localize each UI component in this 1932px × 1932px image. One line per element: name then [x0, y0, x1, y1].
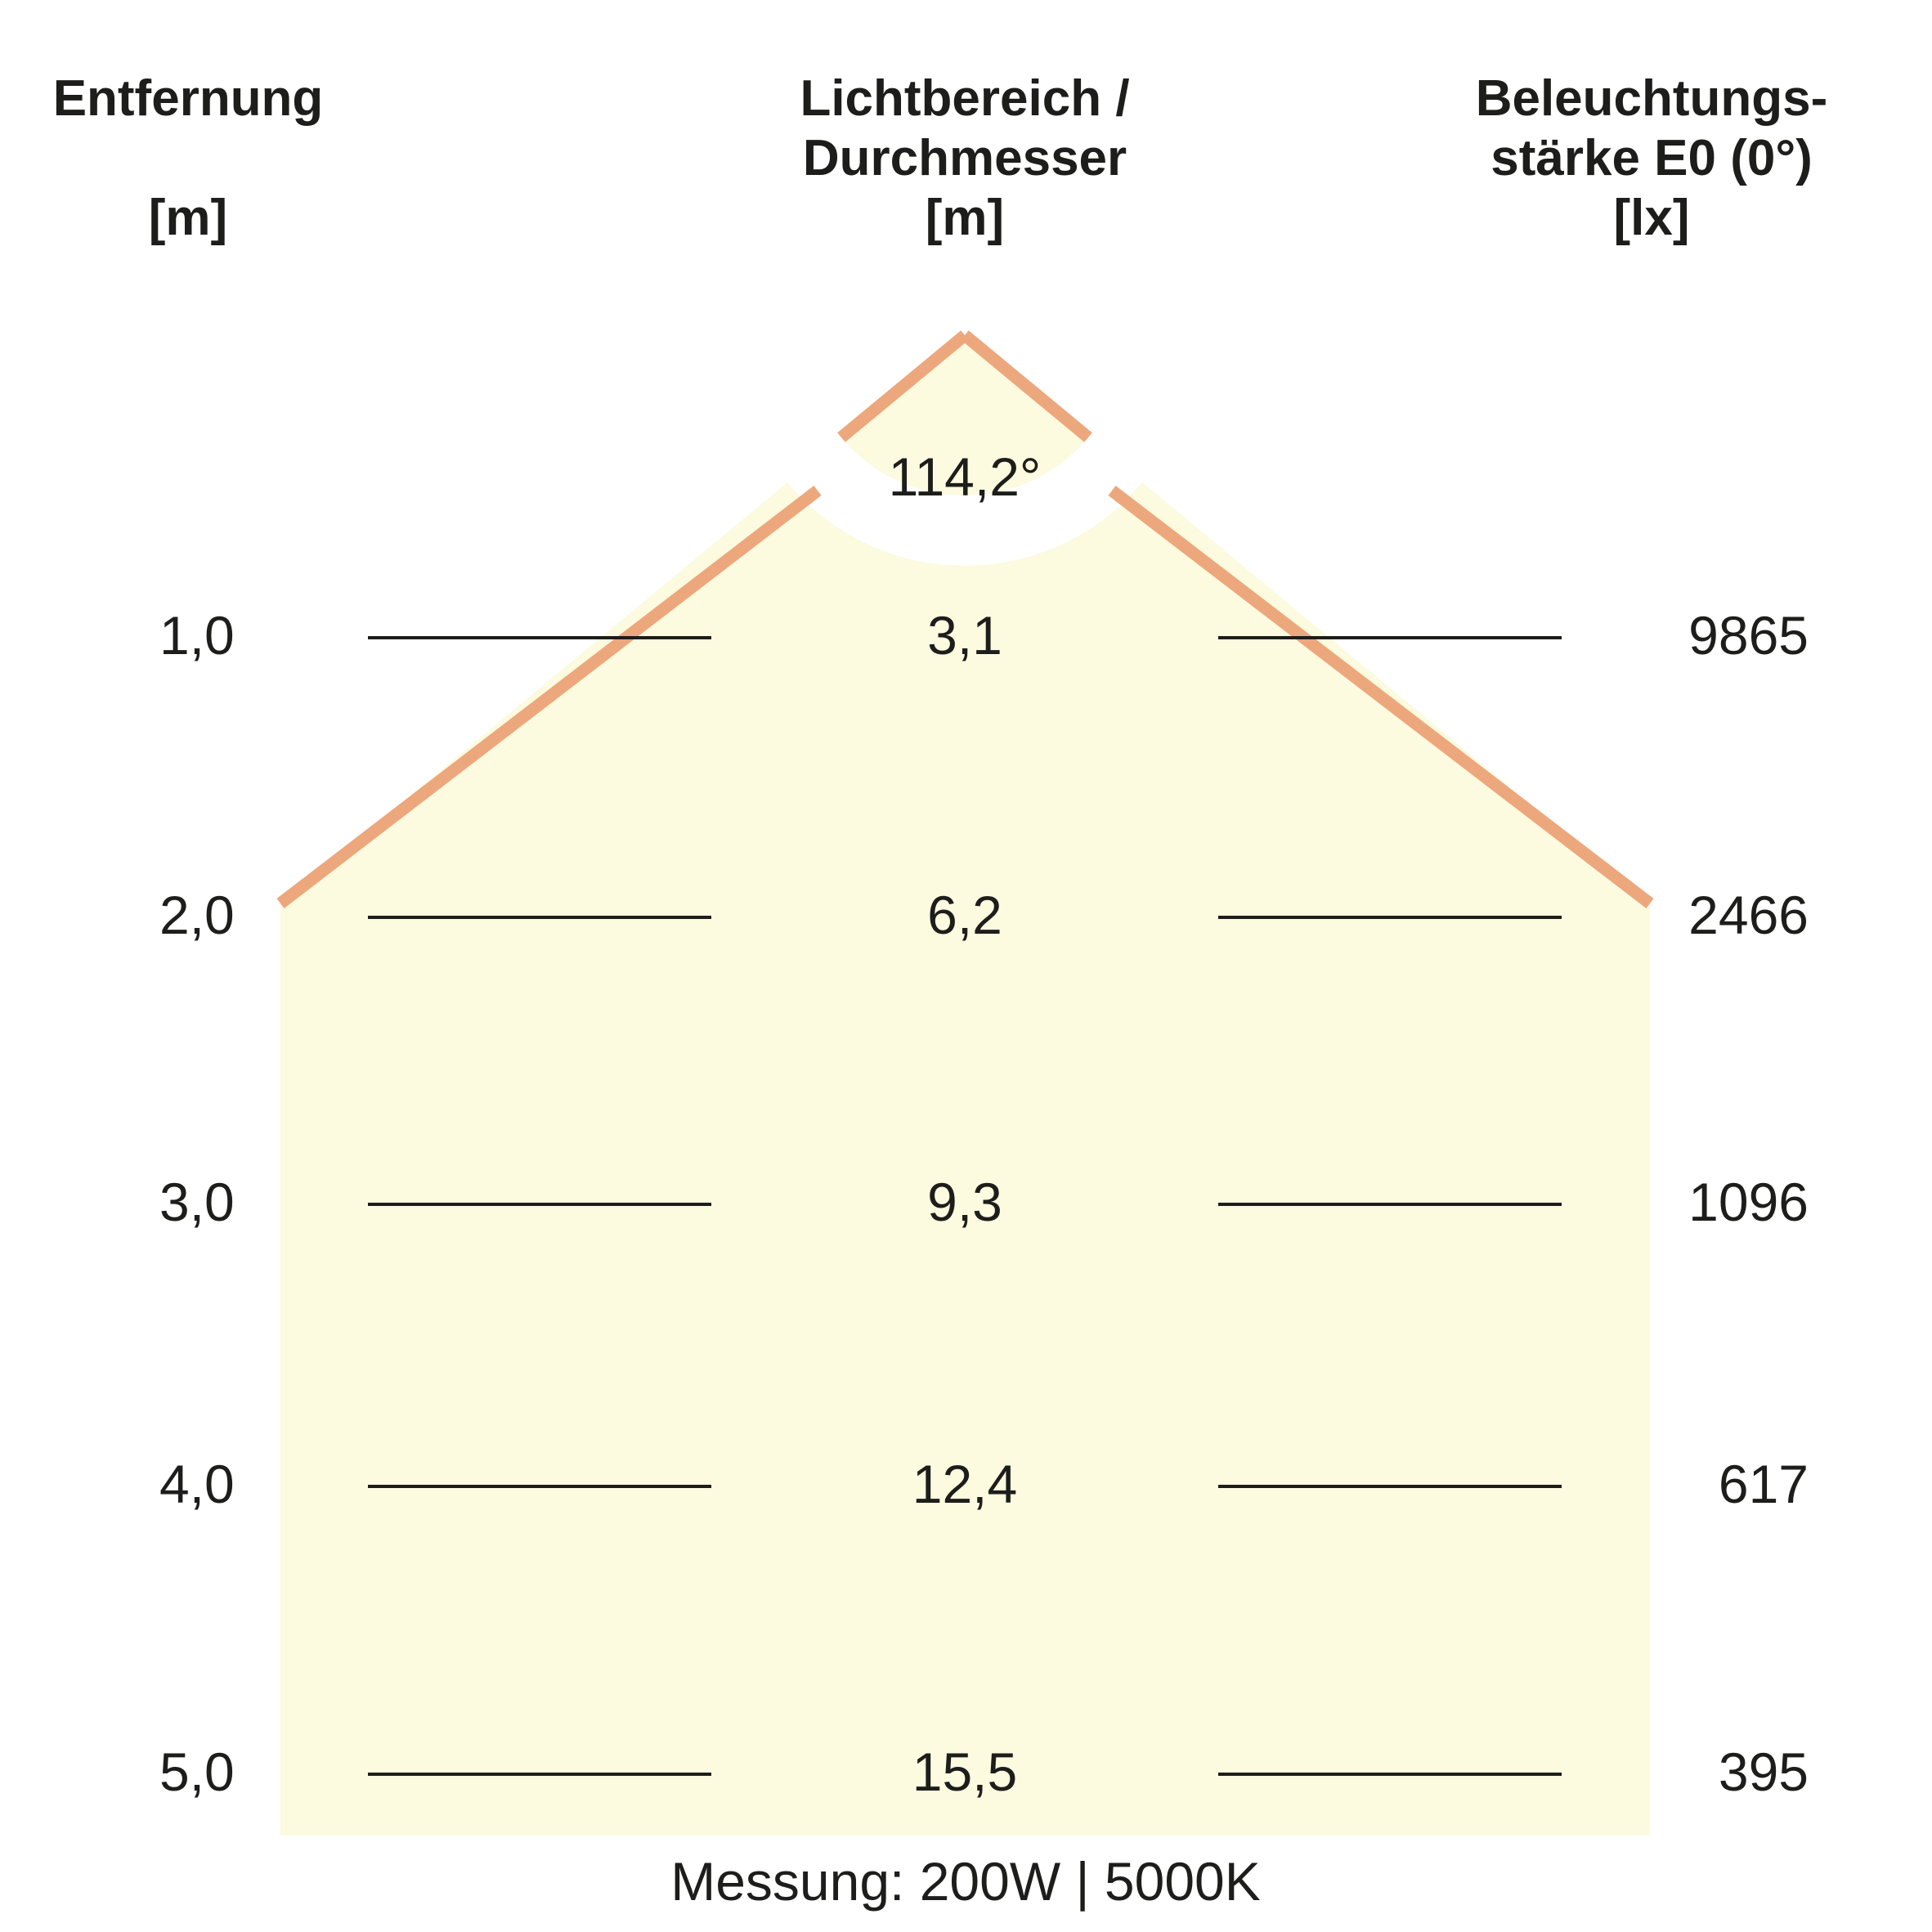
diameter-value-row-4: 12,4: [912, 1454, 1018, 1514]
beam-edge-left: [276, 486, 822, 908]
apex-gap-erase: [734, 335, 1195, 566]
beam-edge-inner-left: [837, 330, 969, 442]
distance-value-row-3: 3,0: [159, 1172, 235, 1232]
measurement-caption: Messung: 200W | 5000K: [670, 1851, 1261, 1912]
beam-edge-right: [1108, 486, 1654, 908]
illuminance-value-row-2: 2466: [1688, 885, 1809, 945]
diameter-value-row-5: 15,5: [912, 1741, 1018, 1802]
beam-fill-area: [280, 335, 1650, 1836]
distance-value-row-2: 2,0: [159, 885, 235, 945]
column-header-diameter: Lichtbereich / Durchmesser [m]: [800, 70, 1130, 247]
leader-lines: [368, 636, 1562, 1776]
illuminance-value-row-5: 395: [1718, 1741, 1809, 1802]
diameter-value-row-1: 3,1: [927, 605, 1002, 666]
illuminance-value-row-4: 617: [1718, 1454, 1809, 1514]
diameter-value-row-2: 6,2: [927, 885, 1002, 945]
column-header-distance: Entfernung [m]: [52, 70, 324, 247]
illuminance-value-row-3: 1096: [1688, 1172, 1809, 1232]
apex-inner-wedge: [841, 335, 1088, 496]
illuminance-value-row-1: 9865: [1688, 605, 1809, 666]
beam-edge-inner-right: [961, 330, 1092, 442]
beam-angle-label: 114,2°: [888, 446, 1042, 507]
diameter-value-row-3: 9,3: [927, 1172, 1002, 1232]
distance-value-row-4: 4,0: [159, 1454, 235, 1514]
column-header-illuminance: Beleuchtungs- stärke E0 (0°) [lx]: [1475, 70, 1828, 247]
distance-value-row-5: 5,0: [159, 1741, 235, 1802]
distance-value-row-1: 1,0: [159, 605, 235, 666]
